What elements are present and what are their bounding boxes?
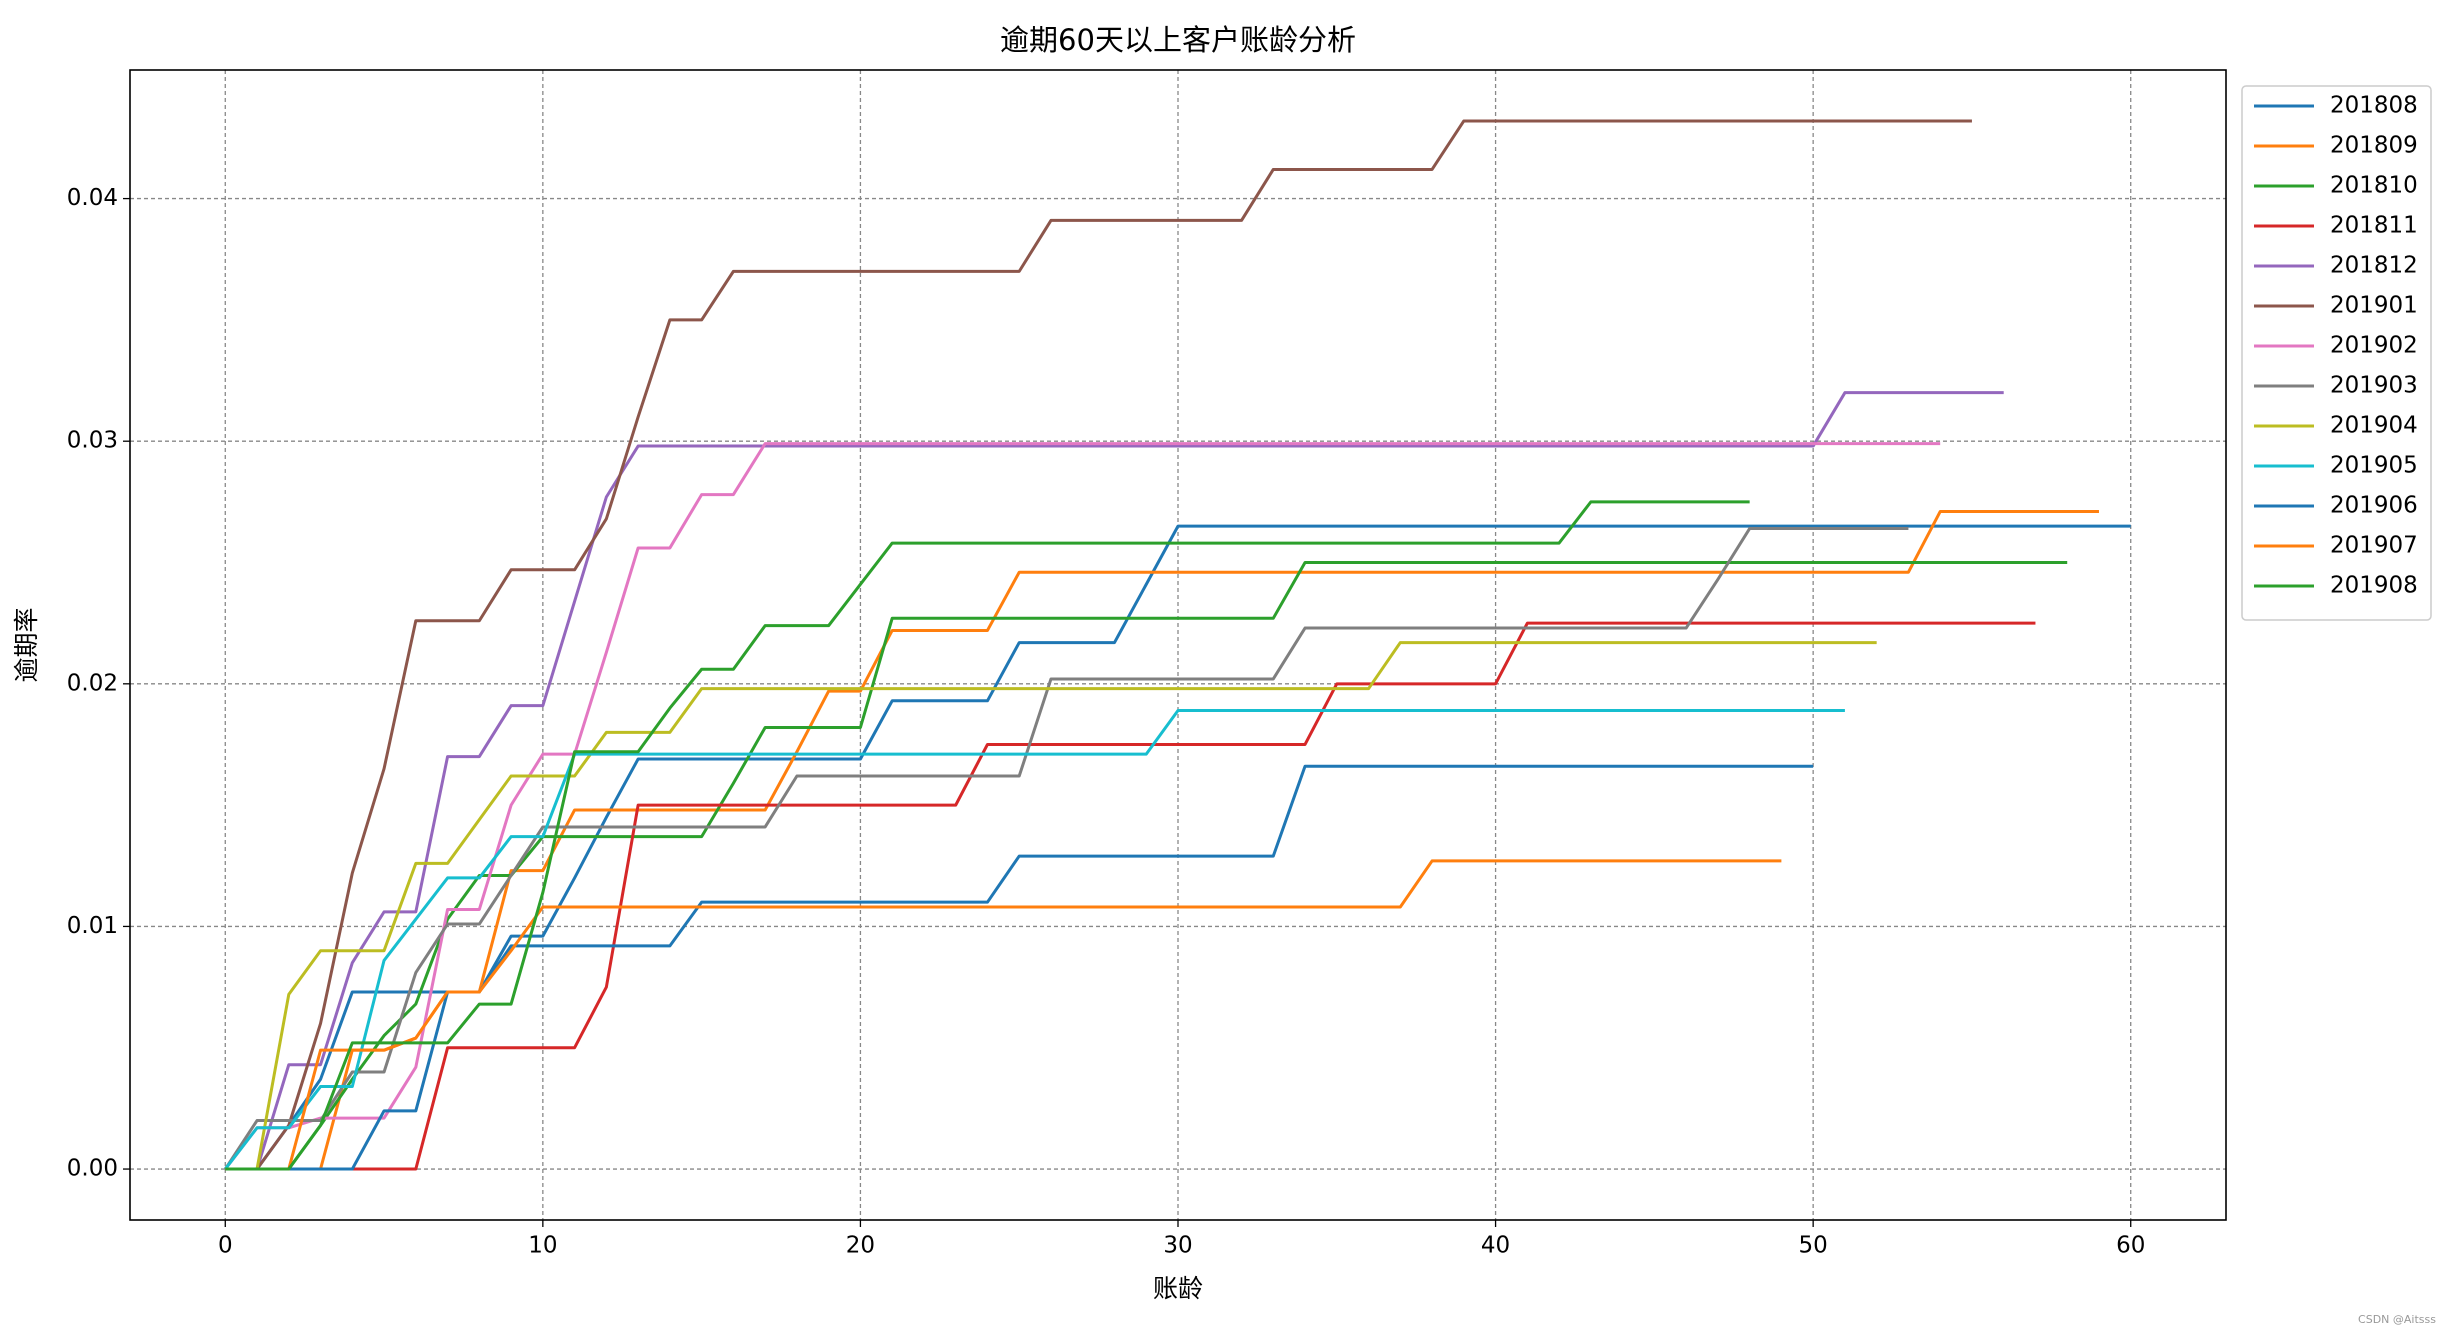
- x-tick-label: 60: [2116, 1233, 2145, 1259]
- y-axis-label: 逾期率: [12, 607, 41, 682]
- series-line: [224, 527, 1909, 1170]
- series-line: [225, 859, 1782, 1171]
- y-tick-label: 0.02: [67, 670, 118, 696]
- legend-label: 201810: [2330, 173, 2418, 199]
- legend-label: 201808: [2330, 93, 2418, 119]
- series-line: [225, 500, 1750, 1171]
- x-tick-label: 30: [1163, 1233, 1192, 1259]
- legend-frame: [2241, 85, 2432, 621]
- series-line: [225, 119, 1972, 1171]
- legend-label: 201905: [2330, 453, 2418, 479]
- series-line: [225, 621, 2036, 1171]
- x-tick-label: 40: [1481, 1233, 1510, 1259]
- legend-label: 201902: [2330, 333, 2418, 359]
- x-tick-label: 10: [528, 1233, 557, 1259]
- legend-label: 201908: [2330, 573, 2418, 599]
- legend-label: 201809: [2330, 133, 2418, 159]
- watermark: CSDN @Aitsss: [2358, 1313, 2436, 1326]
- chart-title: 逾期60天以上客户账龄分析: [1000, 23, 1356, 57]
- legend-label: 201904: [2330, 413, 2418, 439]
- legend-label: 201907: [2330, 533, 2418, 559]
- x-tick-label: 20: [846, 1233, 875, 1259]
- y-tick-label: 0.03: [67, 428, 118, 454]
- legend-label: 201811: [2330, 213, 2418, 239]
- series-line: [224, 709, 1845, 1170]
- x-tick-label: 50: [1799, 1233, 1828, 1259]
- legend-label: 201906: [2330, 493, 2418, 519]
- series-line: [225, 391, 2004, 1171]
- y-tick-label: 0.01: [67, 913, 118, 939]
- plot-frame: [129, 69, 2227, 1221]
- x-axis-label: 账龄: [1153, 1274, 1203, 1303]
- legend: 201808 201809 201810 201811 201812 201901 2019…: [2241, 85, 2432, 621]
- series-line: [225, 764, 1814, 1171]
- x-tick-label: 0: [218, 1233, 233, 1259]
- series-line: [224, 442, 1941, 1170]
- legend-label: 201812: [2330, 253, 2418, 279]
- series-line: [225, 641, 1877, 1171]
- y-tick-label: 0.00: [67, 1156, 118, 1182]
- legend-label: 201903: [2330, 373, 2418, 399]
- legend-label: 201901: [2330, 293, 2418, 319]
- series-line: [225, 561, 2068, 1171]
- series-line: [225, 510, 2099, 1171]
- y-tick-label: 0.04: [67, 185, 118, 211]
- series-line: [225, 524, 2131, 1171]
